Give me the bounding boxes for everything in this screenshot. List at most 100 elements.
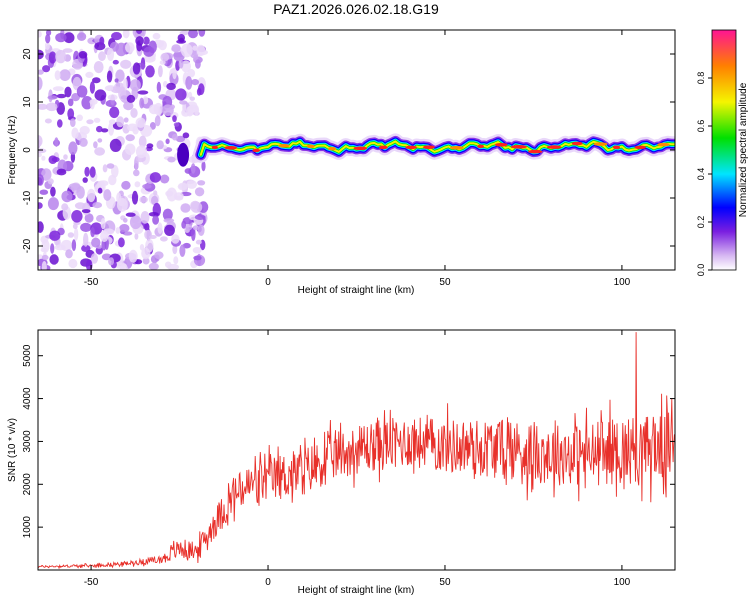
spectrogram-signal-peak (252, 148, 260, 153)
spectrogram-signal-peak (450, 146, 464, 150)
spectrogram-noise-blob (51, 156, 60, 163)
spectrogram-noise-blob (102, 164, 108, 173)
spectrogram-y-tick-label: -20 (22, 238, 33, 253)
spectrogram-noise-blob (80, 222, 92, 232)
spectrogram-noise-blob (47, 197, 59, 211)
spectrogram-noise-blob (106, 48, 115, 61)
spectrogram-noise-blob (103, 189, 112, 201)
spectrogram-noise-blob (95, 246, 104, 255)
spectrogram-noise-blob (142, 257, 150, 265)
spectrogram-noise-blob (156, 81, 162, 93)
spectrogram-noise-blob (72, 223, 78, 230)
spectrogram-signal-peak (593, 142, 608, 146)
spectrogram-noise-blob (180, 43, 193, 58)
spectrogram-noise-blob (172, 115, 177, 123)
spectrogram-noise-blob (52, 86, 64, 92)
spectrogram-noise-blob (188, 30, 198, 39)
spectrogram-noise-blob (196, 44, 206, 57)
spectrogram-noise-blob (93, 141, 98, 149)
spectrogram-noise-blob (118, 237, 125, 248)
spectrogram-noise-blob (46, 30, 52, 36)
spectrogram-noise-blob (171, 44, 181, 53)
spectrogram-noise-blob (123, 217, 128, 223)
spectrogram-noise-blob (38, 135, 43, 147)
spectrogram-noise-blob (179, 244, 186, 257)
spectrogram-noise-blob (154, 251, 164, 260)
spectrogram-noise-blob (82, 202, 91, 216)
spectrogram-noise-blob (48, 51, 57, 64)
snr-y-tick-label: 3000 (22, 430, 33, 453)
spectrogram-noise-blob (100, 218, 106, 230)
spectrogram-noise-blob (190, 163, 196, 174)
spectrogram-noise-blob (171, 234, 180, 244)
colorbar: 0.0 0.2 0.4 0.6 0.8 Normalized spectral ampl… (696, 29, 749, 276)
spectrogram-noise-blob (41, 168, 52, 181)
spectrogram-noise-blob (93, 117, 101, 123)
spectrogram-noise-blob (162, 104, 174, 116)
spectrogram-noise-blob (132, 125, 139, 135)
spectrogram-noise-blob (55, 49, 67, 64)
spectrogram-noise-blob (149, 172, 161, 183)
spectrogram-noise-blob (77, 32, 87, 41)
spectrogram-noise-blob (50, 243, 55, 254)
spectrogram-noise-blob (148, 104, 159, 115)
spectrogram-noise-blob (197, 224, 205, 236)
spectrogram-signal-peak (657, 142, 670, 147)
spectrogram-noise-blob (114, 78, 119, 83)
spectrogram-noise-blob (97, 187, 103, 194)
spectrogram-noise-blob (149, 122, 156, 130)
spectrogram-noise-blob (94, 147, 105, 156)
spectrogram-noise-blob (44, 118, 52, 124)
snr-x-tick-label: 100 (614, 577, 631, 588)
spectrogram-signal-peak (477, 144, 484, 149)
spectrogram-x-ticks: -50 0 50 100 (84, 30, 631, 288)
spectrogram-noise-blob (56, 93, 67, 99)
spectrogram-noise-blob (196, 87, 202, 96)
spectrogram-y-tick-label: 10 (22, 96, 33, 108)
spectrogram-noise-blob (41, 261, 47, 270)
spectrogram-signal-peak (379, 145, 388, 150)
spectrogram-noise-blob (38, 30, 42, 38)
spectrogram-noise-blob (76, 114, 83, 122)
spectrogram-noise-blob (173, 192, 184, 200)
spectrogram-noise-blob (38, 76, 43, 91)
spectrogram-noise-blob (61, 190, 73, 203)
spectrogram-noise-blob (65, 249, 73, 259)
spectrogram-noise-blob (49, 230, 61, 241)
spectrogram-noise-blob (39, 189, 49, 195)
spectrogram-noise-blob (44, 41, 50, 51)
spectrogram-noise-blob (163, 218, 175, 223)
spectrogram-noise-blob (96, 125, 103, 133)
spectrogram-noise-blob (111, 31, 122, 41)
colorbar-tick-label: 0.6 (696, 120, 706, 133)
spectrogram-y-label: Frequency (Hz) (7, 116, 18, 185)
spectrogram-noise-blob (181, 220, 187, 229)
spectrogram-noise-blob (151, 195, 159, 206)
spectrogram-noise-blob (120, 59, 132, 69)
spectrogram-noise-blob (140, 211, 150, 224)
spectrogram-noise-blob (189, 96, 195, 101)
spectrogram-noise-blob (156, 140, 164, 150)
spectrogram-noise-blob (125, 212, 136, 217)
snr-y-tick-label: 1000 (22, 516, 33, 539)
spectrogram-noise-blob (123, 101, 134, 111)
spectrogram-noise-blob (195, 59, 201, 69)
spectrogram-noise-blob (100, 230, 109, 242)
spectrogram-noise-blob (41, 155, 46, 161)
spectrogram-noise-blob (129, 79, 141, 92)
spectrogram-noise-blob (108, 257, 115, 266)
spectrogram-noise-blob (115, 227, 121, 234)
spectrogram-noise-blob (98, 51, 106, 62)
spectrogram-noise-blob (38, 221, 44, 233)
snr-y-tick-label: 2000 (22, 473, 33, 496)
spectrogram-noise-blob (38, 148, 47, 154)
spectrogram-signal-track (192, 133, 675, 163)
snr-x-tick-label: -50 (84, 577, 99, 588)
spectrogram-signal-peak (306, 144, 315, 149)
spectrogram-noise-blob (90, 253, 98, 264)
spectrogram-noise-blob (68, 258, 78, 269)
spectrogram-noise-blob (63, 32, 75, 44)
spectrogram-noise-blob (143, 46, 155, 57)
spectrogram-noise-blob (92, 77, 101, 84)
